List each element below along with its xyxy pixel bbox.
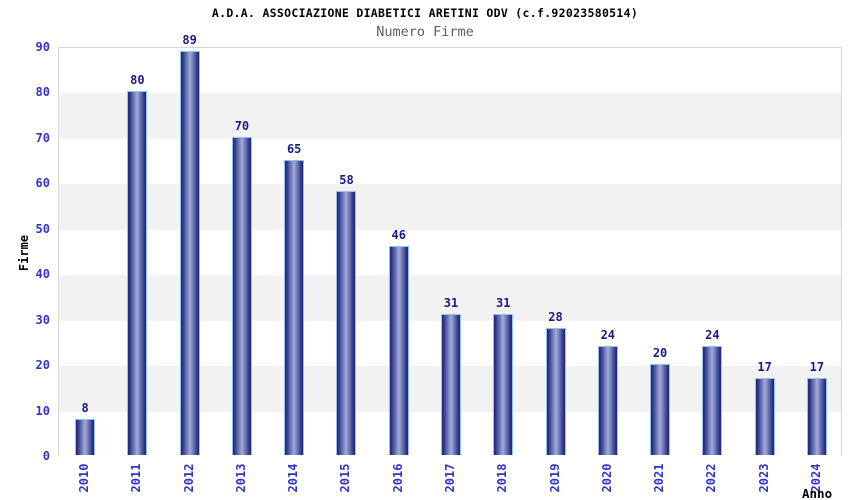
y-axis-title: Firme <box>17 234 31 272</box>
chart-subtitle: Numero Firme <box>376 24 474 40</box>
grid-band <box>59 93 841 139</box>
bar-value-label: 65 <box>286 141 302 156</box>
plot-area: 8 80 89 70 65 58 46 31 31 28 24 20 24 17 17 <box>58 34 842 457</box>
bar <box>754 377 775 455</box>
bar <box>284 159 305 455</box>
bar <box>545 327 566 455</box>
bar <box>75 418 96 455</box>
bar-value-label: 46 <box>391 227 406 242</box>
bar <box>127 91 148 455</box>
x-tick-label: 2013 <box>233 463 248 493</box>
bar-value-label: 8 <box>81 400 89 415</box>
x-tick-label: 2016 <box>390 463 405 493</box>
bar <box>597 345 618 455</box>
bar-value-label: 24 <box>600 327 616 342</box>
bar-value-label: 28 <box>548 309 563 324</box>
y-tick-label: 0 <box>42 449 50 463</box>
y-tick-label: 50 <box>35 221 50 236</box>
x-tick-label: 2011 <box>129 463 144 493</box>
bar <box>702 345 723 455</box>
y-tick-label: 80 <box>35 85 50 100</box>
x-tick-label: 2015 <box>338 463 353 493</box>
bar-value-label: 80 <box>130 73 145 88</box>
chart-title: A.D.A. ASSOCIAZIONE DIABETICI ARETINI OD… <box>211 6 639 20</box>
bar-value-label: 20 <box>652 346 668 361</box>
x-tick-label: 2012 <box>181 463 196 493</box>
bar-value-label: 31 <box>443 296 459 311</box>
y-tick-label: 40 <box>35 267 50 282</box>
bar <box>179 50 200 455</box>
x-tick-label: 2022 <box>704 463 719 493</box>
x-tick-label: 2020 <box>599 463 614 493</box>
bar <box>336 191 357 455</box>
bar <box>441 314 461 455</box>
bar <box>231 136 252 455</box>
bar <box>650 364 671 455</box>
x-tick-label: 2019 <box>547 463 562 493</box>
y-tick-label: 10 <box>35 403 50 418</box>
grid-band <box>59 229 841 276</box>
x-tick-label: 2021 <box>652 463 667 493</box>
bar <box>388 245 409 455</box>
bar-value-label: 17 <box>757 359 772 374</box>
x-tick-label: 2014 <box>286 463 301 493</box>
x-tick-label: 2023 <box>756 463 771 493</box>
y-tick-label: 70 <box>35 130 50 145</box>
x-tick-label: 2018 <box>495 463 510 493</box>
x-axis-title: Anno <box>802 486 833 500</box>
grid-band <box>59 48 841 94</box>
bar-value-label: 89 <box>182 32 197 47</box>
grid-band <box>59 184 841 230</box>
bar-value-label: 31 <box>496 296 511 311</box>
bar-value-label: 70 <box>234 118 250 133</box>
x-tick-label: 2017 <box>443 463 457 493</box>
bar <box>806 377 827 455</box>
y-tick-label: 20 <box>35 358 50 373</box>
y-tick-label: 60 <box>35 176 50 191</box>
bar-value-label: 17 <box>809 359 825 374</box>
bar <box>493 314 514 455</box>
bar-value-label: 24 <box>705 327 720 342</box>
y-tick-label: 90 <box>35 40 50 54</box>
bar-value-label: 58 <box>339 173 354 188</box>
x-tick-label: 2010 <box>77 463 92 493</box>
y-tick-label: 30 <box>35 312 50 327</box>
grid-band <box>59 138 841 185</box>
